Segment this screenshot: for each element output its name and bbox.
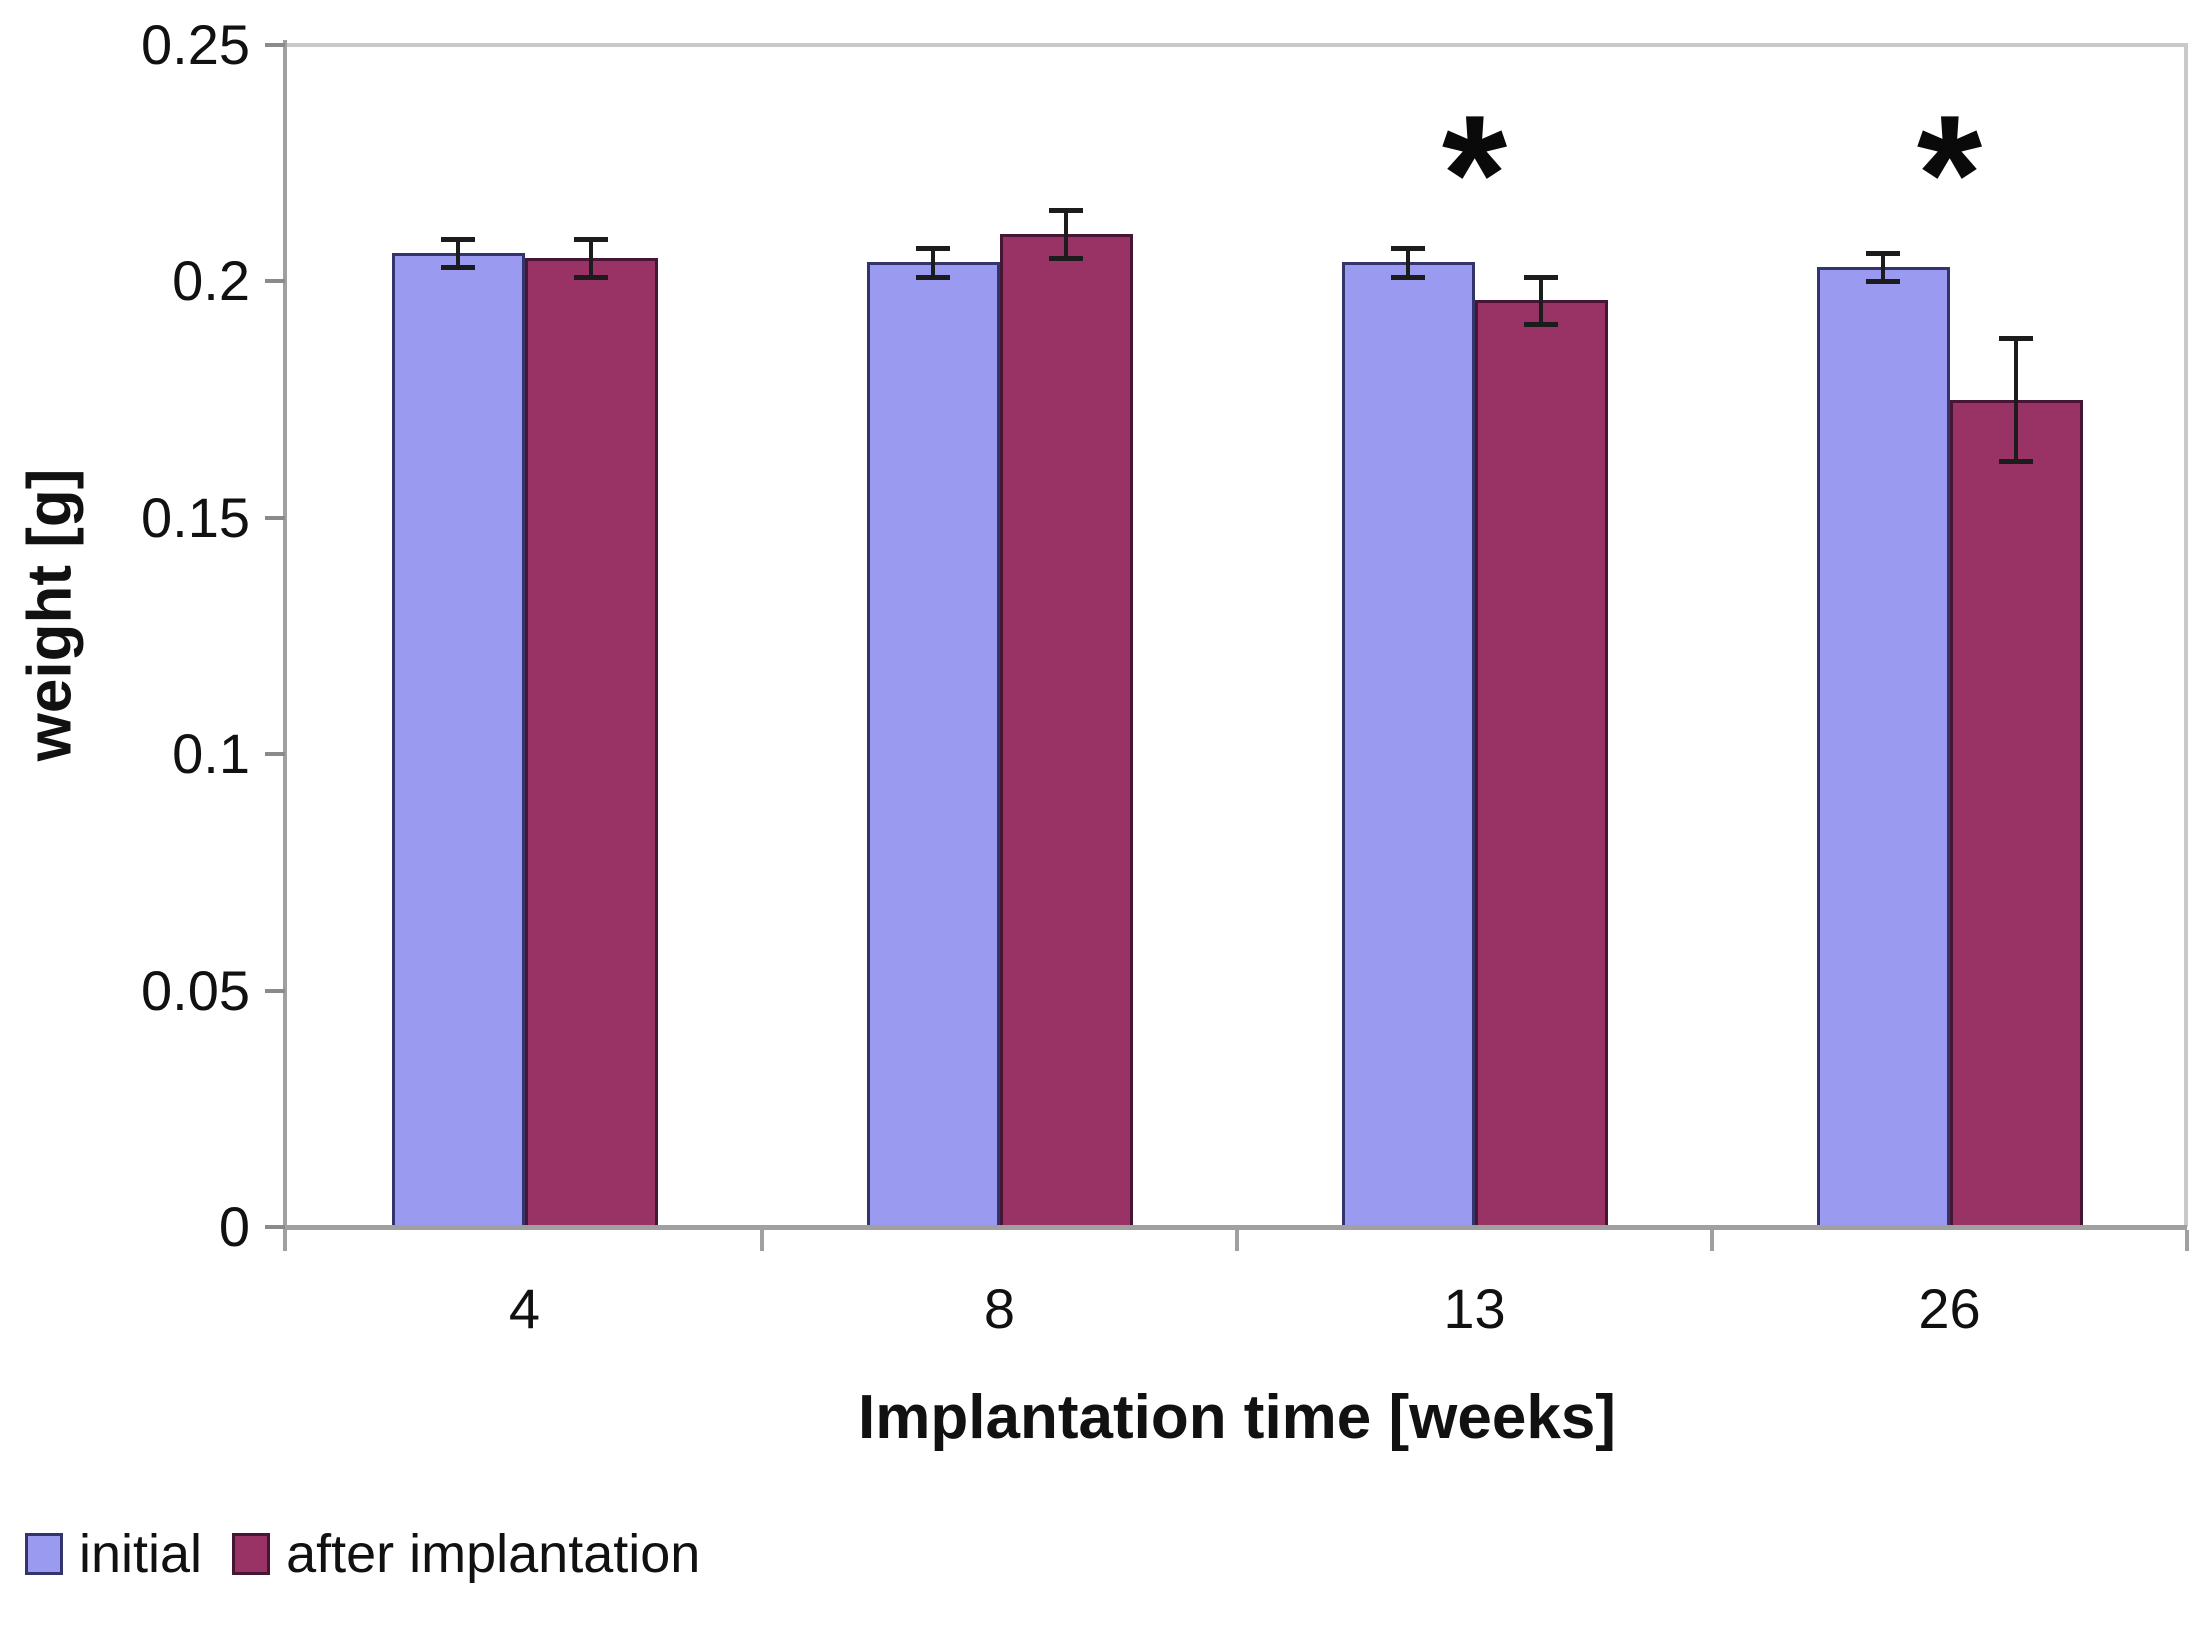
significance-asterisk-week-26: * <box>1916 80 1983 268</box>
y-tick-label-0: 0 <box>218 1195 250 1258</box>
error-bar-line-initial-week-26 <box>1881 253 1885 282</box>
legend-label-after-implantation: after implantation <box>286 1524 701 1584</box>
legend-label-initial: initial <box>79 1524 203 1584</box>
error-bar-cap-bottom-initial-week-8 <box>916 274 950 280</box>
bar-initial-week-4 <box>391 253 525 1229</box>
x-axis-title: Implantation time [weeks] <box>858 1383 1616 1452</box>
y-axis-tick-0.2 <box>265 279 285 284</box>
error-bar-line-after-implantation-week-4 <box>589 238 593 277</box>
error-bar-cap-bottom-after-implantation-week-4 <box>574 274 608 280</box>
legend-item-after-implantation: after implantation <box>232 1523 700 1585</box>
error-bar-cap-top-initial-week-26 <box>1866 251 1900 257</box>
bar-initial-week-26 <box>1816 267 1950 1229</box>
legend-swatch-after-implantation <box>232 1533 271 1575</box>
error-bar-cap-bottom-initial-week-4 <box>441 265 475 271</box>
bar-after-implantation-week-13 <box>1474 300 1608 1229</box>
error-bar-line-initial-week-8 <box>931 248 935 277</box>
bar-after-implantation-week-4 <box>524 257 658 1229</box>
error-bar-line-after-implantation-week-8 <box>1064 210 1068 258</box>
plot-border-top <box>287 43 2187 47</box>
error-bar-cap-top-initial-week-4 <box>441 236 475 242</box>
x-axis-boundary-tick-1 <box>760 1230 764 1251</box>
x-category-label-13: 13 <box>1443 1277 1506 1340</box>
legend-item-initial: initial <box>25 1523 202 1585</box>
bar-after-implantation-week-8 <box>999 234 1133 1229</box>
y-tick-label-0.05: 0.05 <box>141 958 250 1022</box>
error-bar-line-initial-week-4 <box>456 238 460 268</box>
y-tick-label-0.15: 0.15 <box>141 485 250 549</box>
x-category-label-4: 4 <box>508 1277 541 1340</box>
x-axis-boundary-tick-4 <box>2185 1230 2189 1251</box>
x-axis-line <box>283 1225 2187 1230</box>
plot-border-right <box>2184 43 2188 1227</box>
error-bar-cap-top-after-implantation-week-4 <box>574 236 608 242</box>
x-axis-boundary-tick-2 <box>1235 1230 1239 1251</box>
y-tick-label-0.2: 0.2 <box>172 249 250 313</box>
error-bar-cap-top-after-implantation-week-26 <box>1999 336 2033 342</box>
y-axis-tick-0.1 <box>265 752 285 757</box>
bar-initial-week-8 <box>866 262 1000 1229</box>
y-axis-line <box>283 40 287 1251</box>
error-bar-cap-bottom-initial-week-26 <box>1866 279 1900 285</box>
error-bar-cap-bottom-after-implantation-week-13 <box>1524 321 1558 327</box>
error-bar-cap-top-initial-week-8 <box>916 246 950 252</box>
error-bar-line-after-implantation-week-26 <box>2014 338 2018 462</box>
y-axis-tick-0 <box>265 1225 285 1229</box>
y-tick-label-0.1: 0.1 <box>172 722 250 786</box>
x-axis-boundary-tick-3 <box>1710 1230 1714 1251</box>
x-category-label-26: 26 <box>1918 1277 1981 1340</box>
bar-initial-week-13 <box>1341 262 1475 1229</box>
bar-after-implantation-week-26 <box>1949 399 2083 1229</box>
legend-swatch-initial <box>25 1533 63 1575</box>
error-bar-cap-bottom-after-implantation-week-26 <box>1999 459 2033 465</box>
y-axis-tick-0.25 <box>265 43 285 47</box>
y-tick-label-0.25: 0.25 <box>141 13 250 76</box>
error-bar-cap-top-after-implantation-week-13 <box>1524 274 1558 280</box>
error-bar-cap-bottom-initial-week-13 <box>1391 274 1425 280</box>
error-bar-cap-bottom-after-implantation-week-8 <box>1049 255 1083 261</box>
legend: initial after implantation <box>25 1524 700 1584</box>
error-bar-line-initial-week-13 <box>1406 248 1410 277</box>
x-category-label-8: 8 <box>983 1277 1016 1340</box>
error-bar-cap-top-initial-week-13 <box>1391 246 1425 252</box>
y-axis-tick-0.05 <box>265 988 285 993</box>
y-axis-tick-0.15 <box>265 515 285 520</box>
error-bar-line-after-implantation-week-13 <box>1539 276 1543 324</box>
significance-asterisk-week-13: * <box>1441 80 1508 268</box>
error-bar-cap-top-after-implantation-week-8 <box>1049 208 1083 214</box>
